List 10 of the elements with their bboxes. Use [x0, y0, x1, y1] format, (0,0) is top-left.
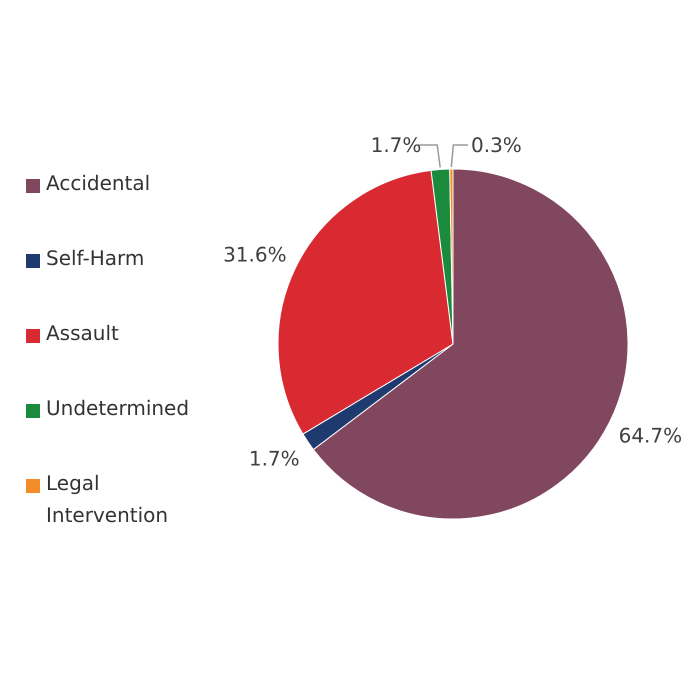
legend-label: Undetermined: [46, 395, 190, 422]
data-label: 31.6%: [223, 242, 287, 266]
data-label: 0.3%: [471, 133, 522, 157]
legend-label: Assault: [46, 320, 120, 347]
legend-label: Accidental: [46, 170, 152, 197]
legend-label: Self-Harm: [46, 245, 146, 272]
data-label: 1.7%: [370, 133, 422, 157]
legend-label: Legal Intervention: [46, 470, 170, 529]
data-label: 64.7%: [618, 423, 682, 448]
data-label: 1.7%: [248, 446, 300, 471]
